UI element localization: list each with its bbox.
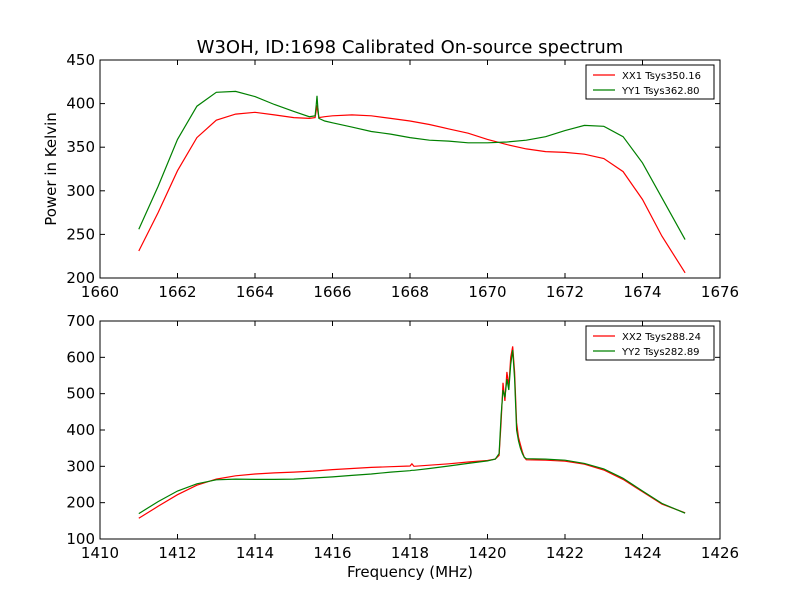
top-x-tick-label: 1670 (468, 283, 506, 301)
top-x-tick-label: 1672 (546, 283, 584, 301)
bottom-y-tick-label: 600 (66, 348, 95, 366)
top-x-tick-label: 1664 (236, 283, 274, 301)
top-legend-label-2: YY1 Tsys362.80 (621, 86, 700, 97)
bottom-xlabel: Frequency (MHz) (347, 563, 473, 581)
top-series-layer (138, 90, 686, 274)
bottom-series-line-1 (138, 346, 686, 519)
figure-title: W3OH, ID:1698 Calibrated On-source spect… (197, 37, 624, 58)
bottom-legend-label-2: YY2 Tsys282.89 (621, 347, 700, 358)
bottom-y-tick-label: 200 (66, 494, 95, 512)
top-x-tick-label: 1660 (81, 283, 119, 301)
top-x-tick-label: 1668 (391, 283, 429, 301)
bottom-y-tick-label: 400 (66, 421, 95, 439)
top-legend: XX1 Tsys350.16 YY1 Tsys362.80 (585, 64, 715, 100)
bottom-x-tick-label: 1414 (236, 544, 274, 562)
bottom-y-tick-label: 300 (66, 457, 95, 475)
top-y-tick-label: 450 (66, 51, 95, 69)
top-ylabel: Power in Kelvin (42, 112, 60, 226)
bottom-legend: XX2 Tsys288.24 YY2 Tsys282.89 (585, 325, 715, 361)
top-x-tick-label: 1674 (623, 283, 661, 301)
bottom-y-tick-label: 100 (66, 530, 95, 548)
bottom-x-tick-label: 1412 (158, 544, 196, 562)
top-x-tick-label: 1662 (158, 283, 196, 301)
bottom-ticks-layer: 1410 1412 1414 1416 1418 1420 1422 1424 1426 100 2… (66, 312, 739, 562)
top-series-line-1 (138, 105, 686, 274)
top-y-tick-label: 200 (66, 269, 95, 287)
bottom-series-layer (138, 346, 686, 519)
top-y-tick-label: 250 (66, 225, 95, 243)
bottom-x-tick-label: 1418 (391, 544, 429, 562)
top-y-tick-label: 400 (66, 95, 95, 113)
bottom-x-tick-label: 1422 (546, 544, 584, 562)
bottom-x-tick-label: 1426 (701, 544, 739, 562)
bottom-series-line-2 (138, 350, 686, 515)
top-ticks-layer: 1660 1662 1664 1666 1668 1670 1672 1674 1676 200 2… (66, 51, 739, 301)
top-x-tick-label: 1676 (701, 283, 739, 301)
bottom-legend-label-1: XX2 Tsys288.24 (622, 332, 701, 343)
bottom-y-tick-label: 700 (66, 312, 95, 330)
bottom-x-tick-label: 1420 (468, 544, 506, 562)
top-series-line-2 (138, 90, 686, 240)
top-legend-label-1: XX1 Tsys350.16 (622, 71, 701, 82)
top-legend-box (585, 64, 715, 100)
top-y-tick-label: 300 (66, 182, 95, 200)
bottom-x-tick-label: 1424 (623, 544, 661, 562)
top-x-tick-label: 1666 (313, 283, 351, 301)
bottom-legend-box (585, 325, 715, 361)
bottom-panel: 1410 1412 1414 1416 1418 1420 1422 1424 1426 100 2… (66, 312, 739, 581)
top-panel: 1660 1662 1664 1666 1668 1670 1672 1674 1676 200 2… (42, 51, 739, 301)
bottom-x-tick-label: 1416 (313, 544, 351, 562)
bottom-y-tick-label: 500 (66, 385, 95, 403)
top-y-tick-label: 350 (66, 138, 95, 156)
bottom-x-tick-label: 1410 (81, 544, 119, 562)
